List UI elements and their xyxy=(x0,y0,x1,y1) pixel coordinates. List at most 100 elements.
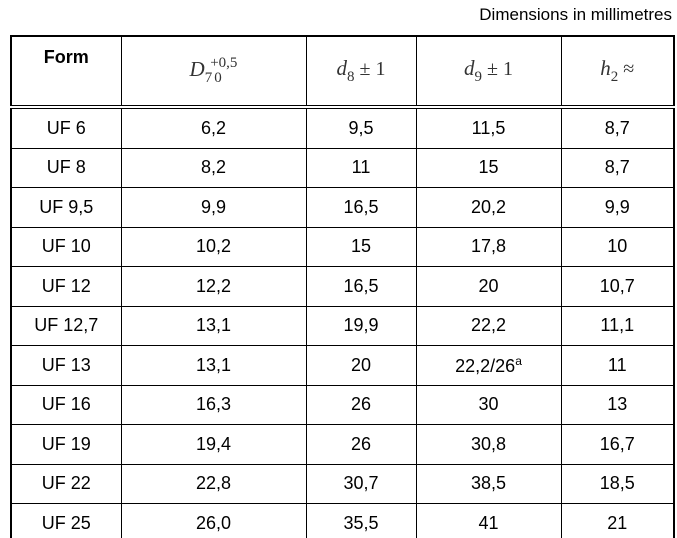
row: UF 9,5 9,9 16,5 20,2 9,9 xyxy=(10,187,675,228)
cell: 16,3 xyxy=(120,384,307,425)
cell-text: 11 xyxy=(607,354,627,375)
cell: 10 xyxy=(560,226,675,267)
cell: UF 25 xyxy=(10,503,122,538)
row: UF 19 19,4 26 30,8 16,7 xyxy=(10,424,675,465)
cell: 20 xyxy=(415,266,562,307)
cell-text: 16,7 xyxy=(599,433,635,454)
row: UF 12,7 13,1 19,9 22,2 11,1 xyxy=(10,305,675,346)
cell-text: 13,1 xyxy=(195,315,232,336)
cell-text: 21 xyxy=(607,512,628,533)
footnote-mark: a xyxy=(515,353,522,368)
cell-text: UF 19 xyxy=(41,433,91,454)
cell-text: 20,2 xyxy=(470,196,507,217)
dimensions-table: Form D7 +0,5 0 d8 ± 1 d9 ± 1 h2 ≈ UF 6 6,2 9,5 11… xyxy=(10,35,675,538)
cell: 11,1 xyxy=(560,305,675,346)
cell-text: 8,7 xyxy=(604,117,630,138)
row: UF 22 22,8 30,7 38,5 18,5 xyxy=(10,463,675,504)
cell-text: 19,9 xyxy=(343,315,379,336)
cell: 41 xyxy=(415,503,562,538)
cell-text: 11,1 xyxy=(600,315,635,336)
cell-text: 18,5 xyxy=(599,473,635,494)
cell: 17,8 xyxy=(415,226,562,267)
cell: 15 xyxy=(415,147,562,188)
cell: 16,7 xyxy=(560,424,675,465)
symbol: d xyxy=(336,56,348,80)
cell-text: 13 xyxy=(607,394,628,415)
upper-deviation: +0,5 xyxy=(210,54,238,71)
cell-text: 22,2 xyxy=(470,315,507,336)
cell-text: 22,2/26 xyxy=(455,355,516,376)
cell-text: 26,0 xyxy=(195,512,232,533)
header-cell: d8 ± 1 xyxy=(305,35,417,109)
cell: 10,7 xyxy=(560,266,675,307)
cell-text: 41 xyxy=(478,512,499,533)
cell: 8,7 xyxy=(560,106,675,149)
suffix: ± 1 xyxy=(359,58,386,80)
cell: 20 xyxy=(305,345,417,386)
cell: UF 19 xyxy=(10,424,122,465)
cell-text: UF 13 xyxy=(41,354,91,375)
symbol: D xyxy=(189,56,205,81)
cell-text: 13,1 xyxy=(195,354,232,375)
cell-text: 10 xyxy=(607,236,628,257)
cell: 11,5 xyxy=(415,106,562,149)
cell-text: UF 8 xyxy=(46,157,86,178)
cell-text: UF 6 xyxy=(46,117,86,138)
tolerance: +0,5 0 xyxy=(210,54,238,86)
cell-text: 15 xyxy=(350,236,372,257)
cell-text: 17,8 xyxy=(470,236,507,257)
caption: Dimensions in millimetres xyxy=(479,5,672,24)
symbol: d xyxy=(464,56,475,80)
cell-text: UF 9,5 xyxy=(39,196,94,217)
cell-text: 15 xyxy=(478,157,499,178)
cell-text: 9,9 xyxy=(604,196,630,217)
row: UF 16 16,3 26 30 13 xyxy=(10,384,675,425)
row: UF 6 6,2 9,5 11,5 8,7 xyxy=(10,106,675,149)
table-body: UF 6 6,2 9,5 11,5 8,7 UF 8 8,2 11 15 8,7 UF 9,5 9,9… xyxy=(10,106,675,538)
cell: UF 10 xyxy=(10,226,122,267)
cell-text: 30,7 xyxy=(343,473,379,494)
cell: UF 6 xyxy=(10,106,122,149)
header-row: Form D7 +0,5 0 d8 ± 1 d9 ± 1 h2 ≈ xyxy=(10,35,675,109)
cell: UF 12 xyxy=(10,266,122,307)
cell: 20,2 xyxy=(415,187,562,228)
cell-text: 8,7 xyxy=(604,157,630,178)
cell: UF 22 xyxy=(10,463,122,504)
cell-text: 35,5 xyxy=(343,512,379,533)
cell: UF 9,5 xyxy=(10,187,122,228)
cell: 38,5 xyxy=(415,463,562,504)
subscript: 2 xyxy=(610,69,619,85)
cell-text: UF 12,7 xyxy=(34,315,99,336)
cell-text: UF 12 xyxy=(41,275,91,296)
cell: 19,4 xyxy=(120,424,307,465)
cell: 30 xyxy=(415,384,562,425)
cell-text: 30,8 xyxy=(470,433,507,454)
cell-text: UF 22 xyxy=(41,473,91,494)
row: UF 12 12,2 16,5 20 10,7 xyxy=(10,266,675,307)
subscript: 7 xyxy=(204,69,213,86)
cell-text: UF 25 xyxy=(41,512,91,533)
header-cell: Form xyxy=(10,35,122,109)
cell-text: 10,7 xyxy=(599,275,635,296)
cell: 26 xyxy=(305,384,417,425)
cell-text: 9,9 xyxy=(200,196,227,217)
cell-text: 6,2 xyxy=(200,117,227,138)
cell: UF 12,7 xyxy=(10,305,122,346)
cell: 9,9 xyxy=(560,187,675,228)
cell: 22,8 xyxy=(120,463,307,504)
cell: UF 13 xyxy=(10,345,122,386)
cell: 16,5 xyxy=(305,187,417,228)
cell: 19,9 xyxy=(305,305,417,346)
symbol: h xyxy=(600,56,611,80)
cell: 26,0 xyxy=(120,503,307,538)
cell: 13 xyxy=(560,384,675,425)
cell: UF 8 xyxy=(10,147,122,188)
cell-text: 22,8 xyxy=(195,473,232,494)
cell: 12,2 xyxy=(120,266,307,307)
cell-text: 26 xyxy=(350,433,372,454)
cell: 11 xyxy=(560,345,675,386)
subscript: 9 xyxy=(474,69,483,85)
cell-text: 9,5 xyxy=(348,117,374,138)
header-cell: h2 ≈ xyxy=(560,35,675,109)
